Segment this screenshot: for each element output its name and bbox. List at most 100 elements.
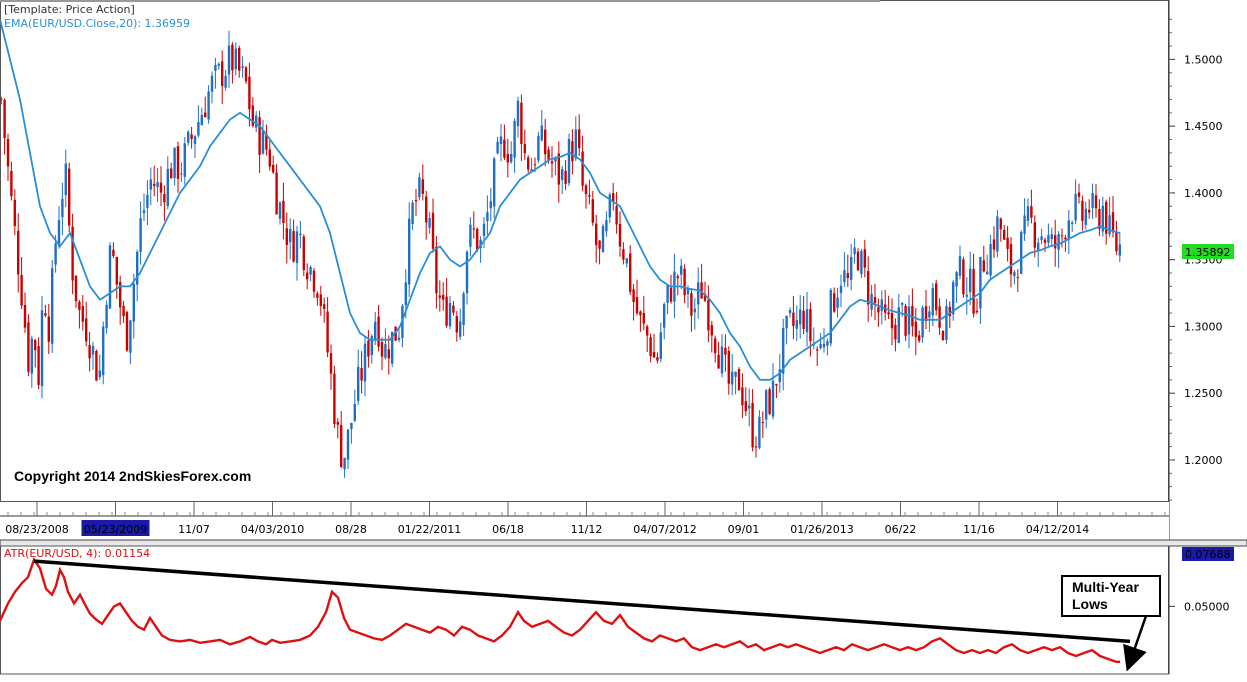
candle-body-up bbox=[955, 272, 958, 287]
time-axis: 08/23/2008 05/23/2009 11/07 04/03/2010 08/28… bbox=[5, 502, 1166, 536]
candle-body-down bbox=[751, 403, 754, 448]
candle-body-up bbox=[469, 224, 472, 247]
candle-body-up bbox=[788, 310, 792, 314]
candle-body-down bbox=[367, 340, 370, 357]
candle-body-down bbox=[506, 153, 509, 163]
candle-body-down bbox=[380, 341, 384, 357]
candle-body-up bbox=[299, 233, 302, 236]
candle-body-down bbox=[248, 76, 251, 110]
candle-body-up bbox=[921, 307, 924, 338]
candle-body-down bbox=[435, 246, 438, 294]
candle-body-down bbox=[652, 351, 656, 358]
right-axis-panel bbox=[1169, 0, 1247, 541]
candle-body-up bbox=[996, 216, 999, 252]
price-tick-label: 1.4000 bbox=[1184, 187, 1223, 200]
candle-body-down bbox=[0, 98, 3, 100]
candle-body-down bbox=[326, 311, 329, 353]
candle-body-up bbox=[54, 243, 57, 265]
candle-body-down bbox=[941, 331, 945, 341]
candle-body-up bbox=[98, 370, 101, 378]
candle-body-down bbox=[894, 324, 897, 340]
candle-body-down bbox=[6, 139, 10, 167]
candle-body-down bbox=[221, 61, 224, 87]
candle-body-down bbox=[119, 282, 122, 308]
candle-body-up bbox=[870, 293, 873, 310]
time-tick-label: 06/22 bbox=[885, 523, 917, 536]
atr-trendline bbox=[33, 559, 1131, 644]
candle-body-down bbox=[421, 179, 424, 194]
candle-body-up bbox=[234, 48, 237, 70]
candle-body-down bbox=[23, 305, 27, 328]
candle-body-down bbox=[1054, 235, 1057, 249]
time-tick-label: 06/18 bbox=[492, 523, 524, 536]
candle-body-down bbox=[1016, 277, 1019, 279]
candle-body-down bbox=[700, 282, 703, 299]
candle-body-down bbox=[727, 350, 730, 384]
candle-body-up bbox=[227, 45, 231, 75]
candle-body-down bbox=[44, 313, 47, 316]
candle-body-down bbox=[163, 193, 166, 203]
candle-body-up bbox=[40, 310, 44, 387]
atr-last-value-badge bbox=[1182, 547, 1234, 561]
candle-body-down bbox=[533, 164, 537, 166]
candle-body-down bbox=[3, 99, 6, 139]
candle-body-up bbox=[853, 247, 856, 255]
candle-body-up bbox=[57, 219, 61, 247]
candle-body-down bbox=[360, 368, 363, 381]
price-tick-label: 1.5000 bbox=[1184, 53, 1223, 66]
candle-body-up bbox=[516, 100, 520, 127]
candle-body-up bbox=[1023, 215, 1026, 234]
candle-body-up bbox=[513, 120, 516, 158]
candle-body-up bbox=[1020, 231, 1023, 274]
atr-tick-label: 0.05000 bbox=[1184, 600, 1230, 613]
candle-body-down bbox=[74, 275, 78, 302]
candle-body-up bbox=[901, 302, 904, 305]
candle-body-up bbox=[605, 220, 608, 232]
price-tick-label: 1.2500 bbox=[1184, 387, 1223, 400]
candle-body-up bbox=[404, 282, 407, 306]
candle-body-up bbox=[353, 404, 356, 421]
candle-body-up bbox=[370, 336, 373, 356]
candle-body-down bbox=[95, 350, 98, 381]
candle-body-up bbox=[350, 422, 353, 430]
candle-body-down bbox=[472, 228, 475, 230]
candle-body-down bbox=[268, 149, 271, 167]
atr-plot-frame bbox=[0, 545, 1169, 675]
candle-body-down bbox=[312, 270, 316, 292]
candle-body-up bbox=[132, 283, 135, 322]
candle-body-up bbox=[459, 321, 462, 337]
candle-body-up bbox=[958, 256, 962, 276]
candle-body-down bbox=[238, 47, 241, 71]
candle-body-up bbox=[428, 218, 431, 228]
candle-body-up bbox=[839, 285, 843, 293]
candle-body-up bbox=[411, 202, 414, 224]
candle-body-down bbox=[564, 170, 567, 184]
candle-body-up bbox=[166, 168, 169, 207]
candle-body-down bbox=[1115, 232, 1118, 252]
candle-body-down bbox=[924, 306, 928, 322]
candle-body-up bbox=[197, 122, 200, 136]
candle-body-down bbox=[476, 228, 479, 250]
price-tick-label: 1.2000 bbox=[1184, 454, 1223, 467]
candle-body-down bbox=[333, 373, 336, 425]
copyright-text: Copyright 2014 2ndSkiesForex.com bbox=[14, 468, 251, 484]
candle-body-down bbox=[88, 345, 91, 359]
candle-body-down bbox=[204, 112, 207, 118]
candle-body-up bbox=[142, 210, 146, 214]
candle-body-up bbox=[693, 308, 696, 313]
candle-body-down bbox=[724, 347, 727, 355]
candle-body-down bbox=[690, 293, 693, 316]
last-price-badge bbox=[1182, 244, 1234, 259]
candle-body-up bbox=[748, 405, 751, 409]
candle-body-down bbox=[918, 335, 921, 341]
candle-body-up bbox=[496, 141, 499, 154]
candle-body-down bbox=[115, 256, 118, 285]
candle-body-down bbox=[744, 401, 747, 412]
candle-body-up bbox=[897, 307, 900, 343]
candle-body-up bbox=[625, 258, 628, 264]
candle-body-down bbox=[761, 422, 764, 424]
time-tick-label: 11/16 bbox=[963, 523, 995, 536]
candle-body-down bbox=[414, 199, 418, 202]
time-axis-panel bbox=[0, 502, 1169, 540]
candle-body-up bbox=[343, 457, 346, 470]
